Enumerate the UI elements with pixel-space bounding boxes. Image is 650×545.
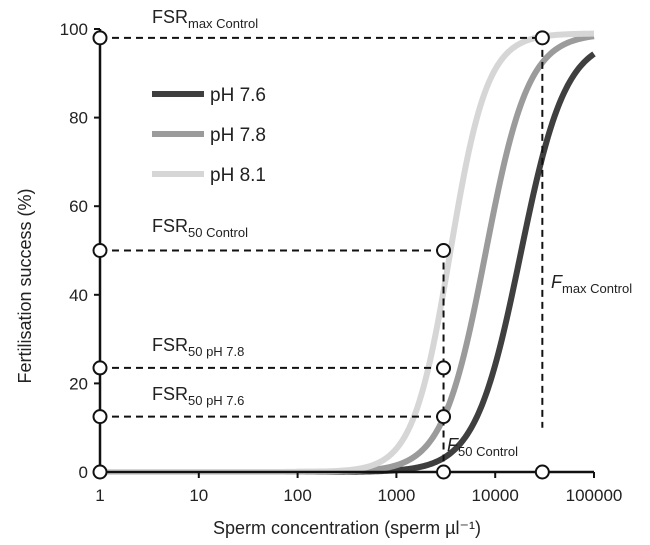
reference-point-marker xyxy=(436,464,452,480)
y-tick-label: 40 xyxy=(69,286,88,305)
fsr-max-control-label-main: FSR xyxy=(152,7,188,27)
x-tick-label: 100 xyxy=(283,486,311,505)
y-axis-label: Fertilisation success (%) xyxy=(15,188,35,383)
f50-control-label-main: F xyxy=(447,435,459,455)
x-tick-label: 1000 xyxy=(377,486,415,505)
reference-point-marker xyxy=(92,30,108,46)
y-tick-label: 20 xyxy=(69,374,88,393)
reference-point-marker xyxy=(436,360,452,376)
reference-markers xyxy=(92,30,550,480)
fsr-max-control-label: FSRmax Control xyxy=(152,7,258,31)
fsr-50-ph76-label-main: FSR xyxy=(152,384,188,404)
legend: pH 7.6 pH 7.8 pH 8.1 xyxy=(152,85,266,186)
x-tick-label: 100000 xyxy=(566,486,623,505)
y-tick-label: 0 xyxy=(79,463,88,482)
reference-point-marker xyxy=(92,360,108,376)
fsr-50-ph78-label: FSR50 pH 7.8 xyxy=(152,335,244,359)
fsr-50-ph78-label-main: FSR xyxy=(152,335,188,355)
series-curves xyxy=(100,30,596,475)
reference-guides xyxy=(100,36,544,472)
fsr-max-control-label-sub: max Control xyxy=(188,16,258,31)
fsr-50-ph76-label-sub: 50 pH 7.6 xyxy=(188,393,244,408)
f50-control-label: F50 Control xyxy=(447,435,518,459)
reference-point-marker xyxy=(436,243,452,258)
reference-point-marker xyxy=(534,464,550,480)
axes: 0 20 40 60 80 100 1 10 100 1000 10000 100000 xyxy=(60,20,623,505)
y-tick-label: 60 xyxy=(69,197,88,216)
fsr-50-ph76-label: FSR50 pH 7.6 xyxy=(152,384,244,408)
legend-label: pH 8.1 xyxy=(210,165,266,186)
fsr-50-control-label: FSR50 Control xyxy=(152,216,248,240)
y-tick-label: 80 xyxy=(69,109,88,128)
fmax-control-label-main: F xyxy=(551,272,563,292)
y-tick-label: 100 xyxy=(60,20,88,39)
legend-label: pH 7.6 xyxy=(210,85,266,106)
fmax-control-label-sub: max Control xyxy=(562,281,632,296)
fsr-50-ph78-label-sub: 50 pH 7.8 xyxy=(188,344,244,359)
fsr-50-control-label-sub: 50 Control xyxy=(188,225,248,240)
fsr-50-control-label-main: FSR xyxy=(152,216,188,236)
legend-label: pH 7.8 xyxy=(210,125,266,146)
x-axis-label: Sperm concentration (sperm µl⁻¹) xyxy=(213,518,481,538)
reference-point-marker xyxy=(534,30,550,46)
f50-control-label-sub: 50 Control xyxy=(458,444,518,459)
reference-point-marker xyxy=(92,243,108,258)
x-tick-label: 1 xyxy=(95,486,104,505)
x-tick-label: 10000 xyxy=(472,486,519,505)
x-tick-label: 10 xyxy=(189,486,208,505)
reference-point-marker xyxy=(92,464,108,480)
reference-point-marker xyxy=(436,409,452,425)
reference-point-marker xyxy=(92,409,108,425)
fmax-control-label: Fmax Control xyxy=(551,272,632,296)
